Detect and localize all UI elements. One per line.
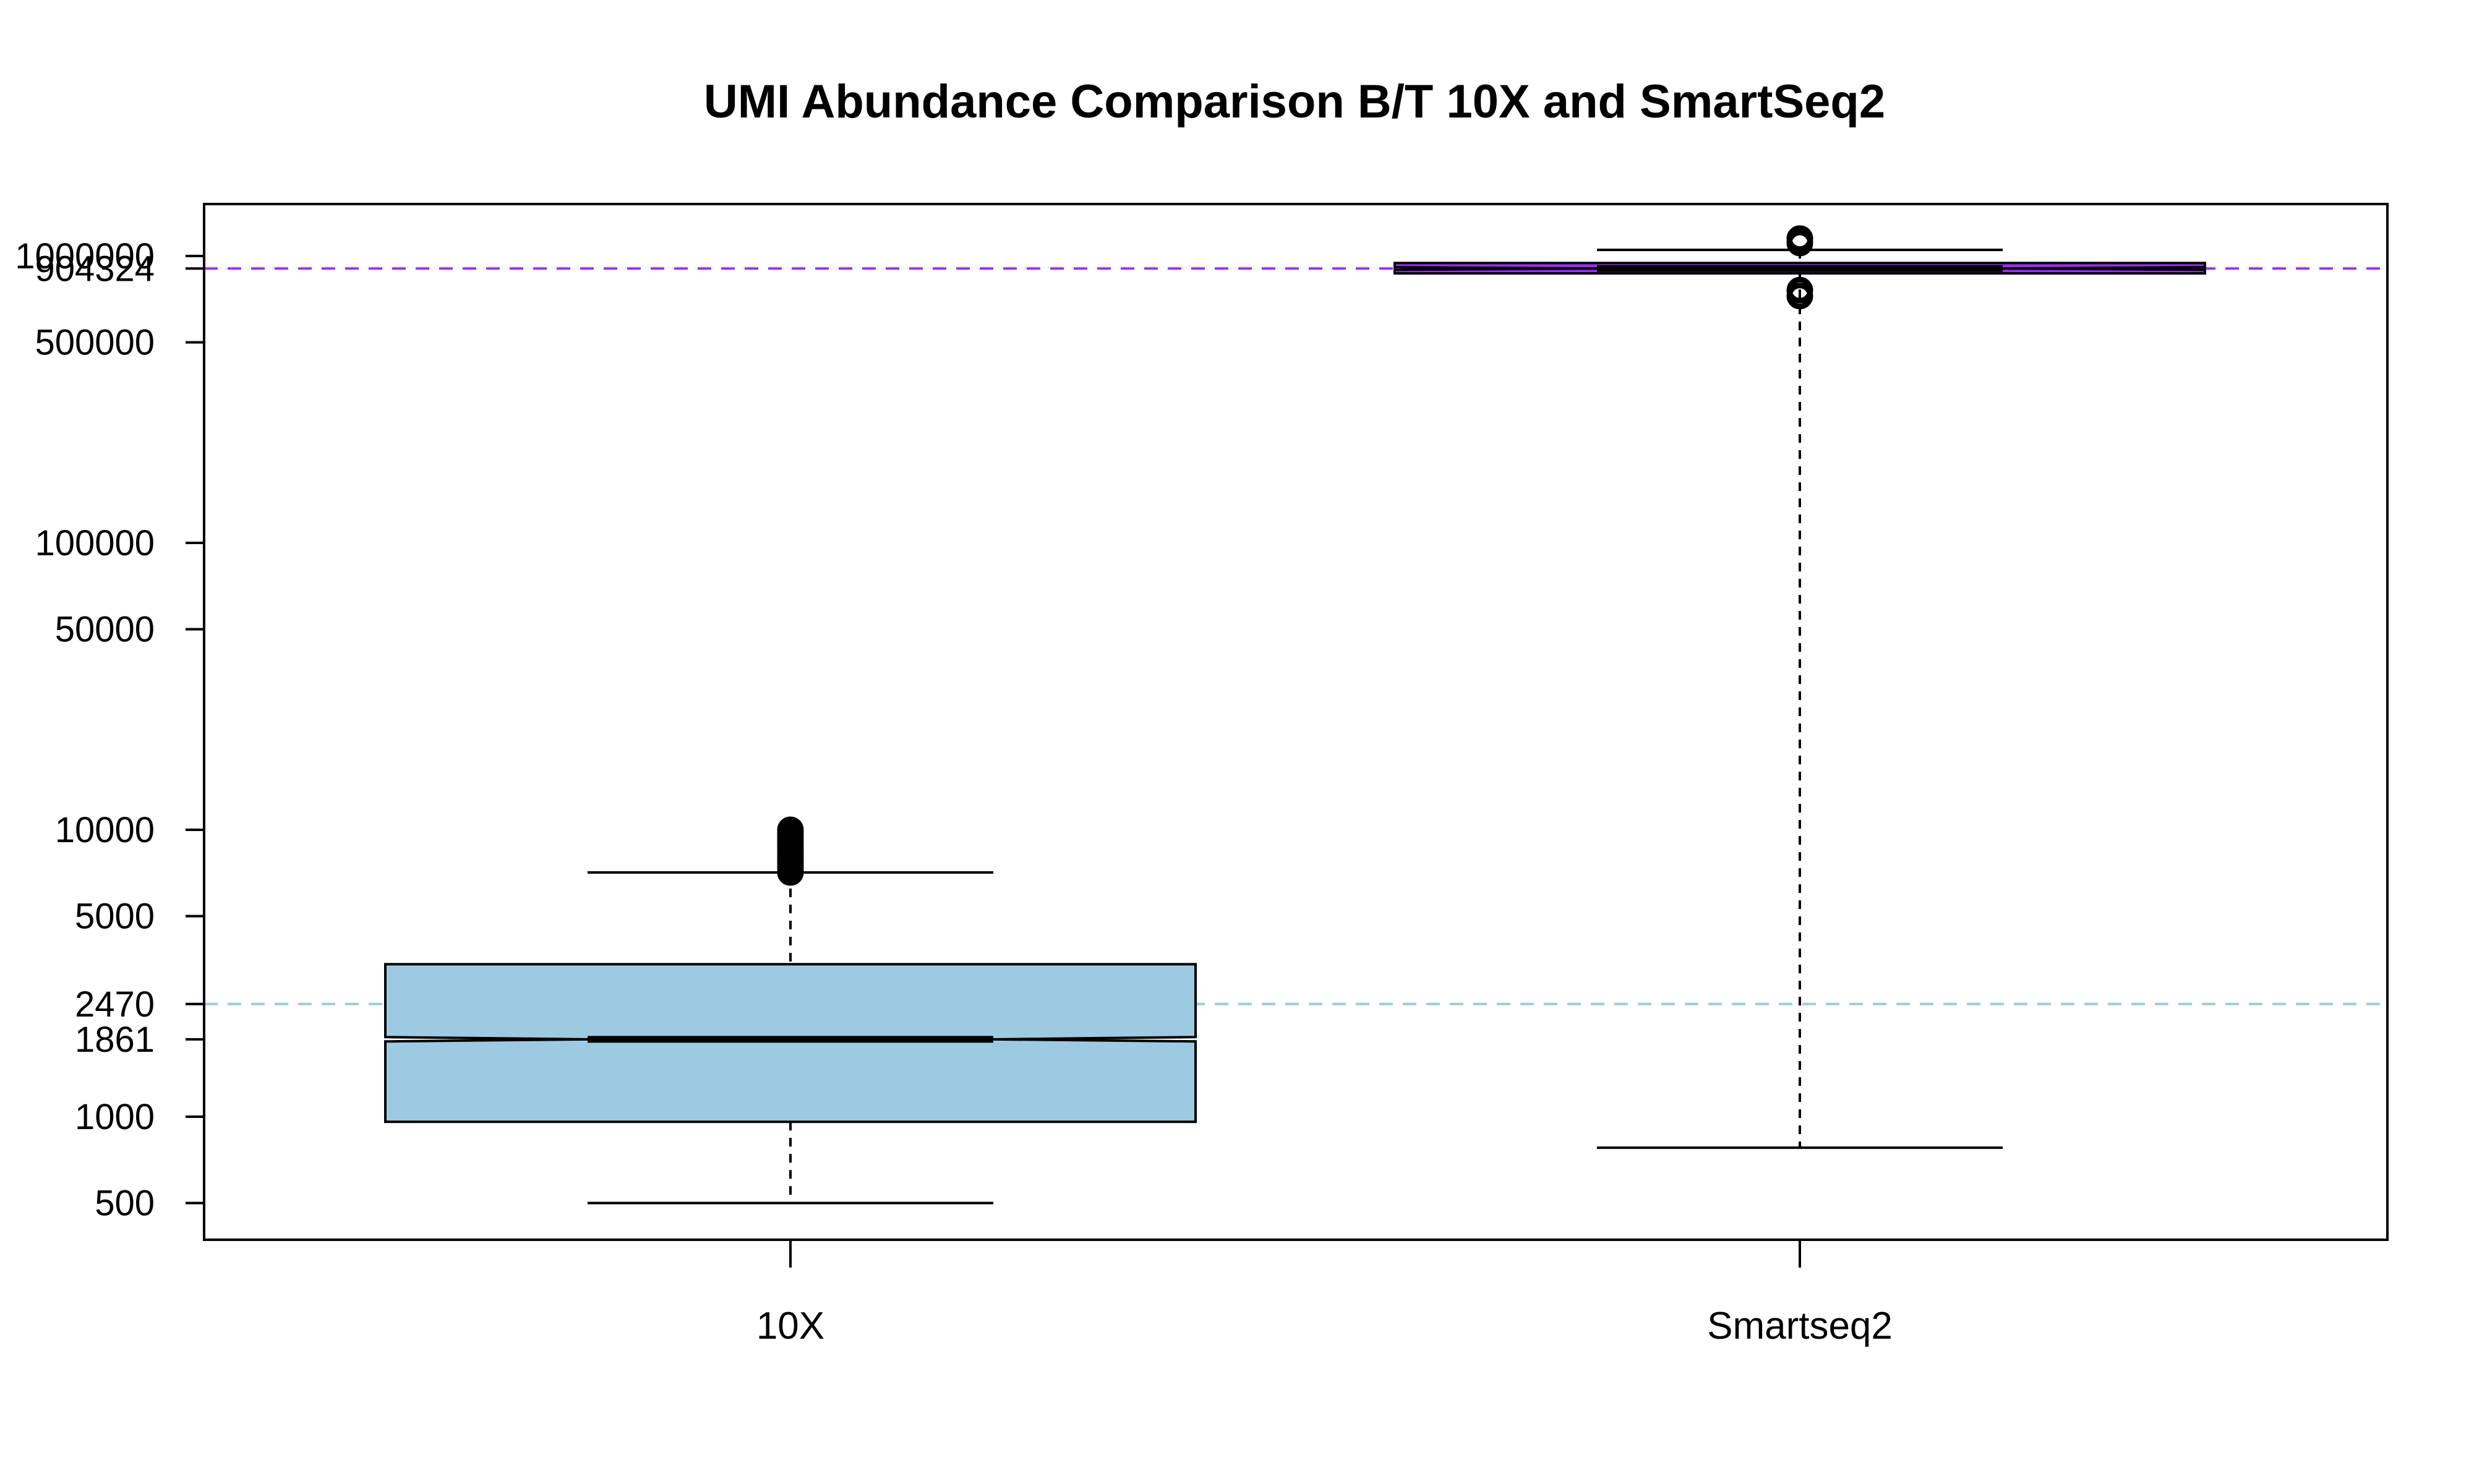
y-tick-label: 10000 [55,810,155,850]
y-tick-label: 2470 [75,984,155,1025]
y-tick-label: 100000 [35,523,155,563]
outlier-point-smartseq2 [1786,225,1813,252]
x-tick-label: 10X [756,1305,824,1347]
outlier-point-smartseq2 [1786,276,1813,304]
y-tick-label: 1861 [75,1020,155,1060]
y-tick-label: 5000 [75,897,155,937]
outlier-point-10x [777,816,804,843]
box-10x [384,963,1197,1124]
y-tick-label: 50000 [55,610,155,650]
y-tick-label: 1000000 [15,236,155,276]
plot-frame [203,203,2389,1241]
y-tick-label: 500 [95,1183,155,1224]
y-tick-label: 904324 [35,249,155,289]
x-tick-label: Smartseq2 [1707,1305,1893,1347]
chart-title: UMI Abundance Comparison B/T 10X and Sma… [704,75,1885,128]
y-tick-label: 1000 [75,1097,155,1137]
y-tick-label: 500000 [35,323,155,363]
